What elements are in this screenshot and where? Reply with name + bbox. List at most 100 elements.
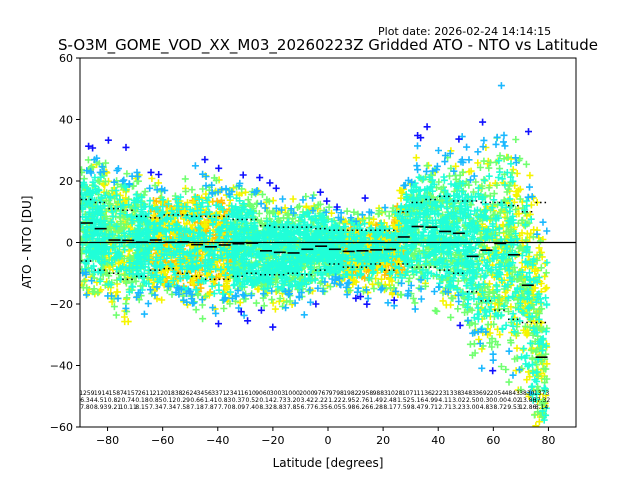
bin-mean-label: 0.83 [218, 397, 232, 404]
bin-count-label: 1000 [285, 390, 300, 397]
bin-mean-label: 37.32 [533, 397, 550, 404]
bin-std-label: 7.85 [287, 404, 301, 411]
y-tick-label: 60 [59, 52, 73, 65]
bin-count-label: 1914 [94, 390, 109, 397]
bin-mean-label: 3.42 [301, 397, 315, 404]
bin-count-label: 9060 [255, 390, 270, 397]
bin-std-label: 7.34 [149, 404, 163, 411]
bin-std-label: 8.93 [94, 404, 108, 411]
bin-std-label: 7.87 [204, 404, 218, 411]
bin-std-label: 7.34 [163, 404, 177, 411]
bin-std-label: 9.21 [108, 404, 122, 411]
bin-mean-label: 0.14 [259, 397, 273, 404]
bin-mean-label: 0.66 [190, 397, 204, 404]
scatter-series-cyan [80, 82, 551, 397]
bin-count-label: 2054 [490, 390, 505, 397]
x-tick-label: −60 [151, 434, 174, 447]
y-tick-label: −40 [50, 360, 73, 373]
scatter-series-aqua [80, 157, 551, 424]
bin-mean-label: 6.34 [80, 397, 94, 404]
bin-count-label: 1982 [343, 390, 358, 397]
bin-mean-label: 5.16 [411, 397, 425, 404]
bin-std-label: 7.58 [177, 404, 191, 411]
bin-std-label: 10.11 [120, 404, 137, 411]
bin-std-label: 6.77 [301, 404, 315, 411]
bin-mean-label: 0.85 [149, 397, 163, 404]
bin-std-label: 7.40 [246, 404, 260, 411]
bin-count-label: 4157 [123, 390, 138, 397]
bin-mean-label: 1.41 [204, 397, 218, 404]
bin-std-label: 7.80 [80, 404, 94, 411]
x-tick-label: 20 [376, 434, 390, 447]
x-tick-label: 60 [486, 434, 500, 447]
x-tick-label: −20 [261, 434, 284, 447]
bin-std-label: 8.14 [535, 404, 549, 411]
bin-mean-label: 0.52 [246, 397, 260, 404]
x-axis-ticks: −80 −60 −40 −20 0 20 40 60 80 [96, 427, 555, 447]
bin-std-label: 3.23 [452, 404, 466, 411]
bin-mean-label: 3.02 [452, 397, 466, 404]
bin-count-label: 1028 [387, 390, 402, 397]
bin-mean-label: 0.12 [163, 397, 177, 404]
bin-count-label: 2341 [226, 390, 241, 397]
bin-std-label: 8.83 [273, 404, 287, 411]
x-tick-label: 0 [325, 434, 332, 447]
bin-count-label: 4843 [505, 390, 520, 397]
bin-count-label: 1373 [534, 390, 549, 397]
bin-count-label: 2120 [153, 390, 168, 397]
scatter-points [80, 82, 551, 427]
y-tick-label: −60 [50, 421, 73, 434]
x-tick-label: −40 [206, 434, 229, 447]
bin-count-label: 2000 [299, 390, 314, 397]
bin-count-label: 3830 [519, 390, 534, 397]
bin-count-label: 1259 [79, 390, 94, 397]
x-axis-label: Latitude [degrees] [273, 456, 384, 470]
bin-mean-label: 0.82 [108, 397, 122, 404]
bin-std-label: 7.18 [190, 404, 204, 411]
bin-mean-label: 1.22 [328, 397, 342, 404]
bin-std-label: 9.53 [507, 404, 521, 411]
bin-statistics [80, 195, 548, 358]
bin-mean-label: 0.30 [480, 397, 494, 404]
bin-mean-label: 13.86 [519, 397, 536, 404]
bin-count-label: 3483 [461, 390, 476, 397]
bin-count-label: 1071 [402, 390, 417, 397]
plot-date: Plot date: 2026-02-24 14:14:15 [378, 25, 551, 38]
bin-mean-label: 0.00 [494, 397, 508, 404]
bin-mean-label: 2.76 [356, 397, 370, 404]
bin-mean-label: 0.29 [177, 397, 191, 404]
bin-std-label: 2.71 [438, 404, 452, 411]
bin-std-label: 9.71 [425, 404, 439, 411]
bin-std-label: 8.17 [383, 404, 397, 411]
bin-count-label: 3003 [270, 390, 285, 397]
bin-mean-label: 0.74 [122, 397, 136, 404]
bin-count-label: 2624 [182, 390, 197, 397]
chart-title: S-O3M_GOME_VOD_XX_M03_20260223Z Gridded … [58, 36, 598, 55]
bin-mean-label: 4.99 [425, 397, 439, 404]
y-axis-ticks: −60 −40 −20 0 20 40 60 [50, 52, 80, 434]
bin-count-label: 1136 [417, 390, 432, 397]
bin-std-label: 8.09 [232, 404, 246, 411]
y-tick-label: 40 [59, 114, 73, 127]
x-tick-label: −80 [96, 434, 119, 447]
bin-std-label: 6.26 [356, 404, 370, 411]
bin-count-label: 3456 [197, 390, 212, 397]
bin-count-label: 9883 [373, 390, 388, 397]
bin-mean-label: 2.95 [342, 397, 356, 404]
scatter-series-blue [85, 118, 532, 375]
bin-mean-label: 4.02 [507, 397, 521, 404]
bin-std-label: 8.72 [494, 404, 508, 411]
bin-std-label: 6.35 [314, 404, 328, 411]
bin-mean-label: 1.52 [397, 397, 411, 404]
bin-std-label: 4.83 [480, 404, 494, 411]
y-tick-label: 0 [66, 237, 73, 250]
bin-std-label: 6.28 [370, 404, 384, 411]
bin-std-label: 7.70 [218, 404, 232, 411]
bin-std-label: 3.00 [466, 404, 480, 411]
bin-count-label: 1338 [446, 390, 461, 397]
bin-mean-label: 4.51 [94, 397, 108, 404]
bin-mean-label: 2.73 [273, 397, 287, 404]
bin-std-label: 5.98 [342, 404, 356, 411]
bin-mean-label: 0.37 [232, 397, 246, 404]
